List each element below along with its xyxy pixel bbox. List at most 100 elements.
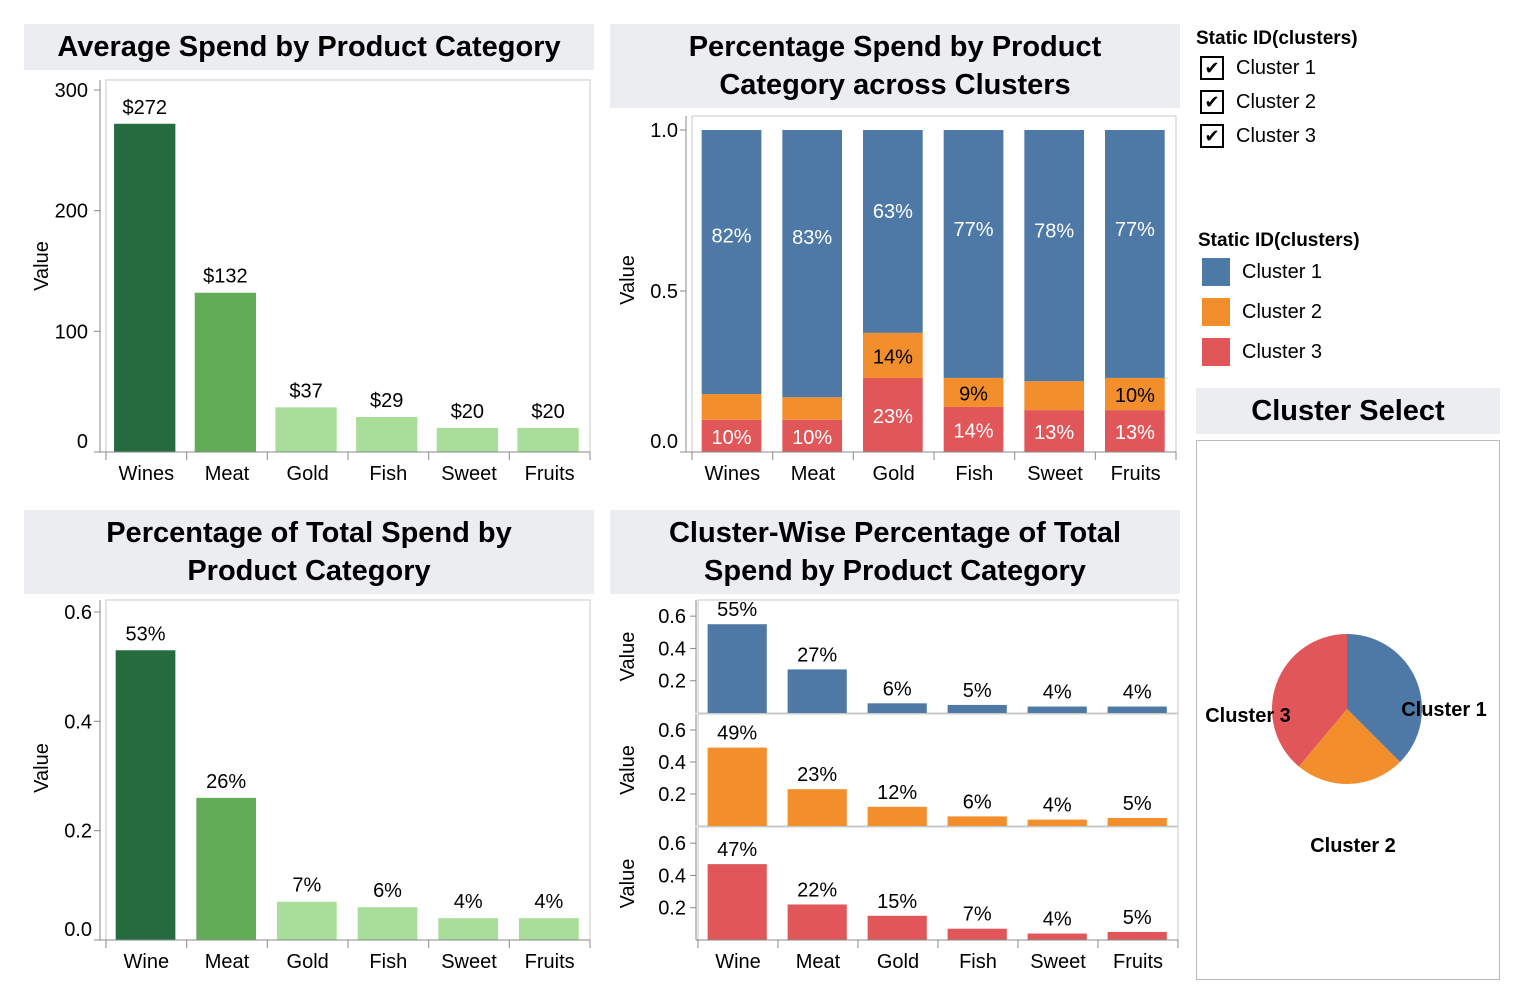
data-label: 9%	[959, 383, 988, 405]
y-tick-label: 0.2	[658, 671, 686, 693]
facet-frame	[697, 713, 1179, 827]
bar-wines[interactable]	[114, 123, 176, 452]
bar-gold[interactable]	[277, 901, 337, 940]
data-label: 5%	[1123, 907, 1152, 929]
pct-spend-clusters-title-line1: Percentage Spend by Product	[688, 31, 1102, 63]
bar-cluster-1-fish[interactable]	[947, 704, 1007, 713]
data-label: 14%	[954, 420, 994, 442]
data-label: 4%	[1123, 682, 1152, 704]
checkbox-checked-icon[interactable]: ✔	[1200, 56, 1224, 80]
pie-slice-cluster-3[interactable]	[1271, 634, 1347, 767]
stack-segment-cluster-3-wines[interactable]	[701, 419, 762, 452]
x-tick-label-fish: Fish	[959, 951, 997, 973]
bar-cluster-2-gold[interactable]	[867, 806, 927, 826]
bar-cluster-2-meat[interactable]	[787, 789, 847, 826]
filter-item-cluster-1[interactable]: ✔ Cluster 1	[1200, 56, 1316, 80]
data-label: 14%	[873, 346, 913, 368]
y-tick-label: 0.6	[658, 606, 686, 628]
checkbox-checked-icon[interactable]: ✔	[1200, 124, 1224, 148]
legend-item-cluster-1[interactable]: Cluster 1	[1202, 258, 1322, 286]
y-tick-label: 0	[77, 431, 88, 453]
stack-segment-cluster-1-fruits[interactable]	[1105, 130, 1165, 378]
data-label: 83%	[792, 227, 832, 249]
bar-cluster-3-meat[interactable]	[787, 904, 847, 940]
y-tick-label: 0.4	[64, 711, 92, 733]
y-axis-label: Value	[617, 745, 639, 795]
bar-cluster-3-fish[interactable]	[947, 928, 1007, 940]
bar-cluster-2-sweet[interactable]	[1027, 819, 1087, 826]
y-tick-label: 0.6	[64, 602, 92, 624]
x-tick-label-fruits: Fruits	[1113, 951, 1163, 973]
data-label: $37	[289, 380, 322, 402]
legend-item-cluster-2[interactable]: Cluster 2	[1202, 298, 1322, 326]
bar-meat[interactable]	[194, 292, 257, 452]
pie-slice-cluster-1[interactable]	[1347, 634, 1422, 763]
pct-spend-clusters-title: Percentage Spend by Product Category acr…	[610, 24, 1180, 108]
stack-segment-cluster-3-gold[interactable]	[863, 377, 923, 452]
stack-segment-cluster-2-fruits[interactable]	[1105, 377, 1165, 411]
bar-meat[interactable]	[196, 797, 257, 940]
legend-item-cluster-3[interactable]: Cluster 3	[1202, 338, 1322, 366]
filter-item-cluster-3[interactable]: ✔ Cluster 3	[1200, 124, 1316, 148]
data-label: 5%	[1123, 793, 1152, 815]
bar-cluster-3-fruits[interactable]	[1107, 931, 1167, 940]
data-label: 5%	[963, 680, 992, 702]
x-tick-label-fruits: Fruits	[525, 463, 575, 485]
bar-sweet[interactable]	[436, 427, 499, 452]
stack-segment-cluster-3-fruits[interactable]	[1105, 410, 1165, 452]
data-label: 77%	[1115, 219, 1155, 241]
stack-segment-cluster-1-sweet[interactable]	[1024, 130, 1085, 382]
data-label: 12%	[877, 782, 917, 804]
checkbox-checked-icon[interactable]: ✔	[1200, 90, 1224, 114]
bar-cluster-3-gold[interactable]	[867, 915, 927, 940]
bar-cluster-1-fruits[interactable]	[1107, 706, 1167, 713]
bar-cluster-1-sweet[interactable]	[1027, 706, 1087, 713]
y-tick-label: 0.6	[658, 833, 686, 855]
x-tick-label-wines: Wines	[705, 463, 761, 485]
data-label: 6%	[373, 880, 402, 902]
facet-frame	[697, 599, 1179, 714]
bar-cluster-1-wine[interactable]	[707, 624, 767, 713]
stack-segment-cluster-3-meat[interactable]	[782, 419, 843, 452]
filter-item-label: Cluster 3	[1236, 124, 1317, 147]
data-label: 13%	[1115, 422, 1155, 444]
stack-segment-cluster-2-fish[interactable]	[943, 377, 1004, 407]
bar-sweet[interactable]	[438, 918, 499, 940]
stack-segment-cluster-3-sweet[interactable]	[1024, 410, 1085, 452]
bar-cluster-2-wine[interactable]	[707, 747, 767, 826]
y-tick-label: 0.2	[64, 821, 92, 843]
bar-fruits[interactable]	[519, 918, 579, 940]
stack-segment-cluster-1-gold[interactable]	[863, 130, 923, 333]
bar-wine[interactable]	[115, 650, 176, 940]
bar-cluster-3-wine[interactable]	[707, 864, 767, 940]
y-axis-label: Value	[31, 241, 53, 291]
stack-segment-cluster-1-meat[interactable]	[782, 130, 843, 398]
bar-cluster-2-fish[interactable]	[947, 816, 1007, 826]
filter-item-cluster-2[interactable]: ✔ Cluster 2	[1200, 90, 1316, 114]
bar-cluster-1-meat[interactable]	[787, 669, 847, 713]
bar-cluster-2-fruits[interactable]	[1107, 818, 1167, 826]
x-tick-label-wine: Wine	[715, 951, 761, 973]
data-label: $20	[451, 401, 484, 423]
legend-heading: Static ID(clusters)	[1198, 230, 1360, 251]
x-tick-label-fish: Fish	[369, 463, 407, 485]
pie-slice-cluster-2[interactable]	[1298, 709, 1401, 785]
bar-cluster-1-gold[interactable]	[867, 703, 927, 713]
bar-fish[interactable]	[356, 417, 418, 452]
bar-gold[interactable]	[275, 407, 337, 452]
bar-cluster-3-sweet[interactable]	[1027, 933, 1087, 940]
data-label: 7%	[292, 875, 321, 897]
stack-segment-cluster-2-gold[interactable]	[863, 332, 923, 378]
avg-spend-title: Average Spend by Product Category	[24, 24, 594, 70]
bar-fruits[interactable]	[517, 427, 579, 452]
stack-segment-cluster-2-sweet[interactable]	[1024, 381, 1085, 411]
stack-segment-cluster-1-fish[interactable]	[943, 130, 1004, 378]
stack-segment-cluster-1-wines[interactable]	[701, 130, 762, 395]
stack-segment-cluster-3-fish[interactable]	[943, 406, 1004, 452]
x-tick-label-wine: Wine	[124, 951, 170, 973]
x-tick-label-meat: Meat	[205, 951, 250, 973]
stack-segment-cluster-2-meat[interactable]	[782, 397, 843, 420]
bar-fish[interactable]	[357, 907, 418, 940]
stack-segment-cluster-2-wines[interactable]	[701, 394, 762, 420]
